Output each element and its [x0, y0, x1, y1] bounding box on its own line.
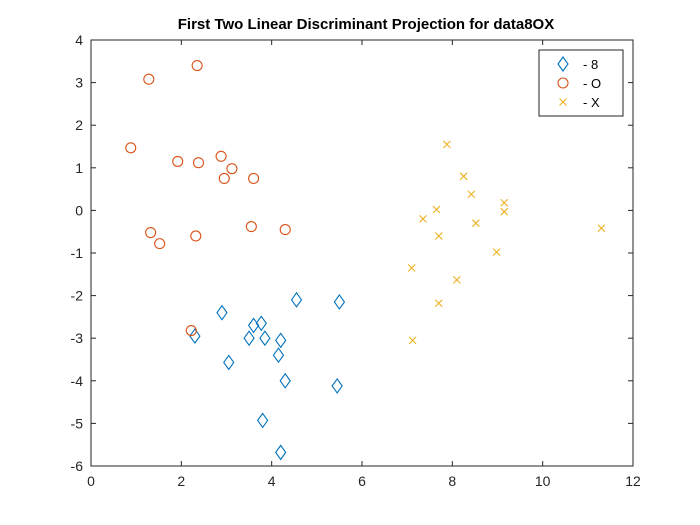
x-point — [443, 140, 451, 149]
diamond-point — [216, 304, 228, 321]
y-tick-label: 2 — [75, 117, 83, 133]
circle-point — [215, 150, 227, 162]
y-tick-label: -5 — [71, 415, 84, 431]
diamond-point — [256, 412, 269, 429]
legend-circle-icon — [557, 77, 569, 89]
circle-point — [154, 238, 166, 250]
y-tick-label: -2 — [71, 288, 84, 304]
diamond-point — [272, 347, 285, 364]
x-point — [467, 190, 476, 199]
data-marks — [125, 60, 606, 461]
circle-point — [172, 155, 184, 167]
series-circle — [125, 60, 291, 337]
x-point — [434, 299, 443, 308]
x-point — [432, 205, 441, 214]
y-tick-label: 1 — [75, 160, 83, 176]
circle-point — [190, 230, 202, 242]
y-tick-label: -6 — [71, 458, 84, 474]
x-point — [500, 198, 509, 207]
x-tick-label: 8 — [448, 473, 456, 489]
legend-x-icon — [559, 98, 567, 106]
legend-entry: - X — [559, 95, 600, 110]
x-tick-label: 0 — [87, 473, 95, 489]
x-point — [471, 219, 480, 228]
legend-entry: - O — [557, 76, 601, 91]
x-tick-label: 10 — [535, 473, 551, 489]
circle-point — [218, 172, 230, 184]
legend-entry: - 8 — [557, 56, 598, 72]
legend-label: - 8 — [583, 57, 598, 72]
series-x — [407, 140, 606, 345]
x-tick-label: 2 — [177, 473, 185, 489]
series-diamond — [189, 291, 346, 461]
circle-point — [125, 142, 137, 154]
x-tick-label: 4 — [268, 473, 276, 489]
diamond-point — [275, 444, 287, 461]
x-tick-label: 6 — [358, 473, 366, 489]
diamond-point — [223, 354, 235, 371]
x-point — [492, 248, 501, 257]
diamond-point — [275, 332, 287, 349]
legend-box — [538, 49, 624, 117]
x-point — [452, 275, 461, 284]
y-tick-label: 0 — [75, 202, 83, 218]
diamond-point — [189, 328, 201, 345]
legend-diamond-icon — [557, 56, 569, 72]
y-tick-label: 4 — [75, 32, 83, 48]
circle-point — [245, 221, 257, 233]
legend-label: - O — [583, 76, 601, 91]
y-tick-label: 3 — [75, 75, 83, 91]
y-tick-label: -1 — [71, 245, 84, 261]
y-tick-label: -3 — [71, 330, 84, 346]
circle-point — [226, 163, 238, 175]
circle-point — [145, 227, 157, 239]
circle-point — [248, 172, 260, 184]
x-point — [408, 336, 417, 345]
x-point — [419, 215, 427, 223]
x-tick-label: 12 — [625, 473, 641, 489]
legend: - 8 - O - X — [538, 49, 624, 117]
diamond-point — [259, 330, 271, 347]
circle-point — [143, 73, 155, 85]
x-point — [459, 172, 468, 181]
legend-label: - X — [583, 95, 600, 110]
x-point — [434, 232, 443, 240]
chart-title: First Two Linear Discriminant Projection… — [178, 16, 554, 33]
circle-point — [191, 60, 203, 72]
circle-point — [279, 224, 291, 236]
diamond-point — [290, 291, 303, 308]
x-point — [597, 224, 606, 233]
diamond-point — [331, 377, 343, 394]
diamond-point — [333, 294, 346, 310]
diamond-point — [255, 315, 267, 332]
x-point — [500, 207, 509, 216]
diamond-point — [243, 330, 255, 347]
x-point — [407, 264, 416, 272]
diamond-point — [279, 372, 291, 389]
y-tick-label: -4 — [71, 373, 84, 389]
circle-point — [192, 157, 205, 169]
circle-point — [185, 324, 197, 337]
